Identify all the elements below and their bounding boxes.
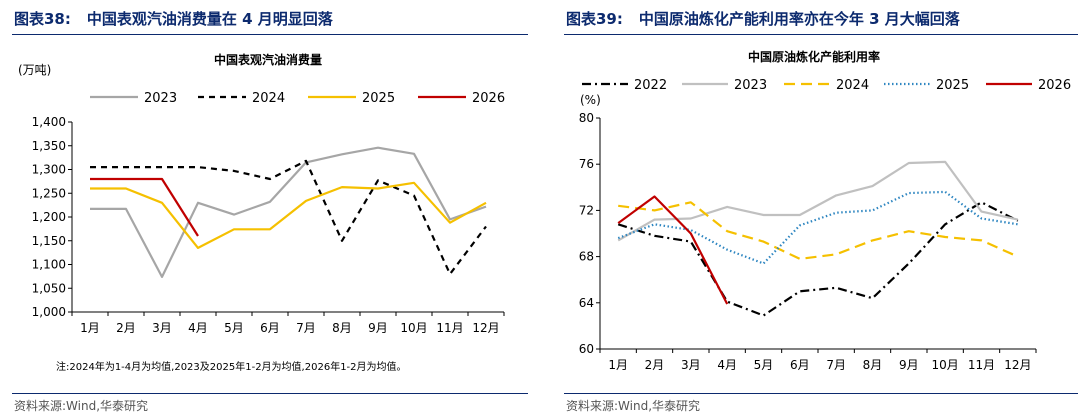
- y-tick-label: 1,350: [32, 139, 66, 153]
- legend-label-2023: 2023: [734, 78, 767, 93]
- y-tick-label: 60: [579, 342, 594, 356]
- header-rule: [564, 34, 1078, 35]
- y-unit-label: (%): [580, 93, 601, 107]
- y-unit-label: (万吨): [18, 63, 51, 77]
- source-text: 资料来源:Wind,华泰研究: [14, 399, 149, 413]
- x-tick-label: 8月: [332, 321, 352, 335]
- chart-panel-gasoline: 图表38: 中国表观汽油消费量在 4 月明显回落 中国表观汽油消费量 (万吨) 202…: [0, 0, 530, 419]
- x-tick-label: 4月: [188, 321, 208, 335]
- legend-label-2023: 2023: [144, 91, 177, 106]
- x-tick-label: 1月: [80, 321, 100, 335]
- legend-label-2025: 2025: [362, 91, 395, 106]
- x-tick-label: 3月: [152, 321, 172, 335]
- chart-number: 图表38:: [14, 10, 71, 28]
- series-line-2022: [617, 201, 1019, 317]
- chart-panel-refinery: 图表39: 中国原油炼化产能利用率亦在今年 3 月大幅回落 中国原油炼化产能利用率…: [552, 0, 1080, 419]
- legend-label-2024: 2024: [836, 78, 869, 93]
- chart-number: 图表39:: [566, 10, 623, 28]
- y-tick-label: 1,150: [32, 234, 66, 248]
- series-line-2026: [617, 195, 729, 305]
- chart-refinery-utilization: 中国原油炼化产能利用率 (%) 2022 2023 2024 2025 2026 60 64 68…: [579, 49, 1071, 372]
- x-tick-label: 9月: [368, 321, 388, 335]
- x-tick-label: 3月: [681, 358, 701, 372]
- x-tick-label: 5月: [224, 321, 244, 335]
- x-tick-label: 10月: [400, 321, 427, 335]
- y-tick-label: 1,100: [32, 258, 66, 272]
- y-tick-label: 64: [579, 296, 594, 310]
- chart-header: 图表39: 中国原油炼化产能利用率亦在今年 3 月大幅回落: [566, 8, 1080, 32]
- y-tick-label: 1,200: [32, 210, 66, 224]
- series-line-2024: [618, 201, 1019, 260]
- x-tick-label: 5月: [754, 358, 774, 372]
- series-line-2023: [617, 160, 1019, 242]
- x-tick-label: 6月: [260, 321, 280, 335]
- source-rule: [564, 393, 1078, 394]
- x-tick-label: 1月: [608, 358, 628, 372]
- y-tick-label: 76: [579, 157, 594, 171]
- y-tick-label: 1,400: [32, 115, 66, 129]
- legend-label-2025: 2025: [936, 78, 969, 93]
- series-line-2023: [90, 146, 487, 278]
- x-tick-label: 7月: [296, 321, 316, 335]
- x-tick-label: 8月: [863, 358, 883, 372]
- y-tick-label: 1,050: [32, 281, 66, 295]
- x-tick-label: 11月: [968, 358, 995, 372]
- chart-note: 注:2024年为1-4月为均值,2023及2025年1-2月为均值,2026年1…: [56, 362, 407, 373]
- x-tick-label: 7月: [826, 358, 846, 372]
- header-rule: [12, 34, 528, 35]
- x-tick-label: 9月: [899, 358, 919, 372]
- series-line-2025: [617, 190, 1018, 265]
- y-tick-label: 1,000: [32, 305, 66, 319]
- legend-label-2026: 2026: [472, 91, 505, 106]
- series-line-2026: [90, 177, 199, 237]
- chart-header-title: 中国表观汽油消费量在 4 月明显回落: [86, 10, 333, 28]
- y-tick-label: 1,300: [32, 163, 66, 177]
- legend-label-2026: 2026: [1038, 78, 1071, 93]
- chart-title: 中国表观汽油消费量: [214, 52, 322, 67]
- chart-header: 图表38: 中国表观汽油消费量在 4 月明显回落: [14, 8, 530, 32]
- x-tick-label: 11月: [436, 321, 463, 335]
- chart-gasoline-consumption: 中国表观汽油消费量 (万吨) 2023 2024 2025 2026 1,000 1,050 1…: [18, 52, 505, 335]
- y-tick-label: 72: [579, 203, 594, 217]
- x-tick-label: 10月: [932, 358, 959, 372]
- y-tick-label: 80: [579, 111, 594, 125]
- series-line-2024: [90, 159, 487, 276]
- series-line-2025: [90, 181, 487, 249]
- legend-label-2024: 2024: [252, 91, 285, 106]
- x-tick-label: 2月: [116, 321, 136, 335]
- y-tick-label: 1,250: [32, 186, 66, 200]
- y-tick-label: 68: [579, 250, 594, 264]
- x-tick-label: 12月: [472, 321, 499, 335]
- chart-header-title: 中国原油炼化产能利用率亦在今年 3 月大幅回落: [638, 10, 960, 28]
- x-tick-label: 4月: [717, 358, 737, 372]
- legend-label-2022: 2022: [634, 78, 667, 93]
- source-rule: [12, 393, 528, 394]
- x-tick-label: 2月: [645, 358, 665, 372]
- x-tick-label: 6月: [790, 358, 810, 372]
- x-tick-label: 12月: [1004, 358, 1031, 372]
- source-text: 资料来源:Wind,华泰研究: [566, 399, 701, 413]
- chart-title: 中国原油炼化产能利用率: [748, 49, 880, 64]
